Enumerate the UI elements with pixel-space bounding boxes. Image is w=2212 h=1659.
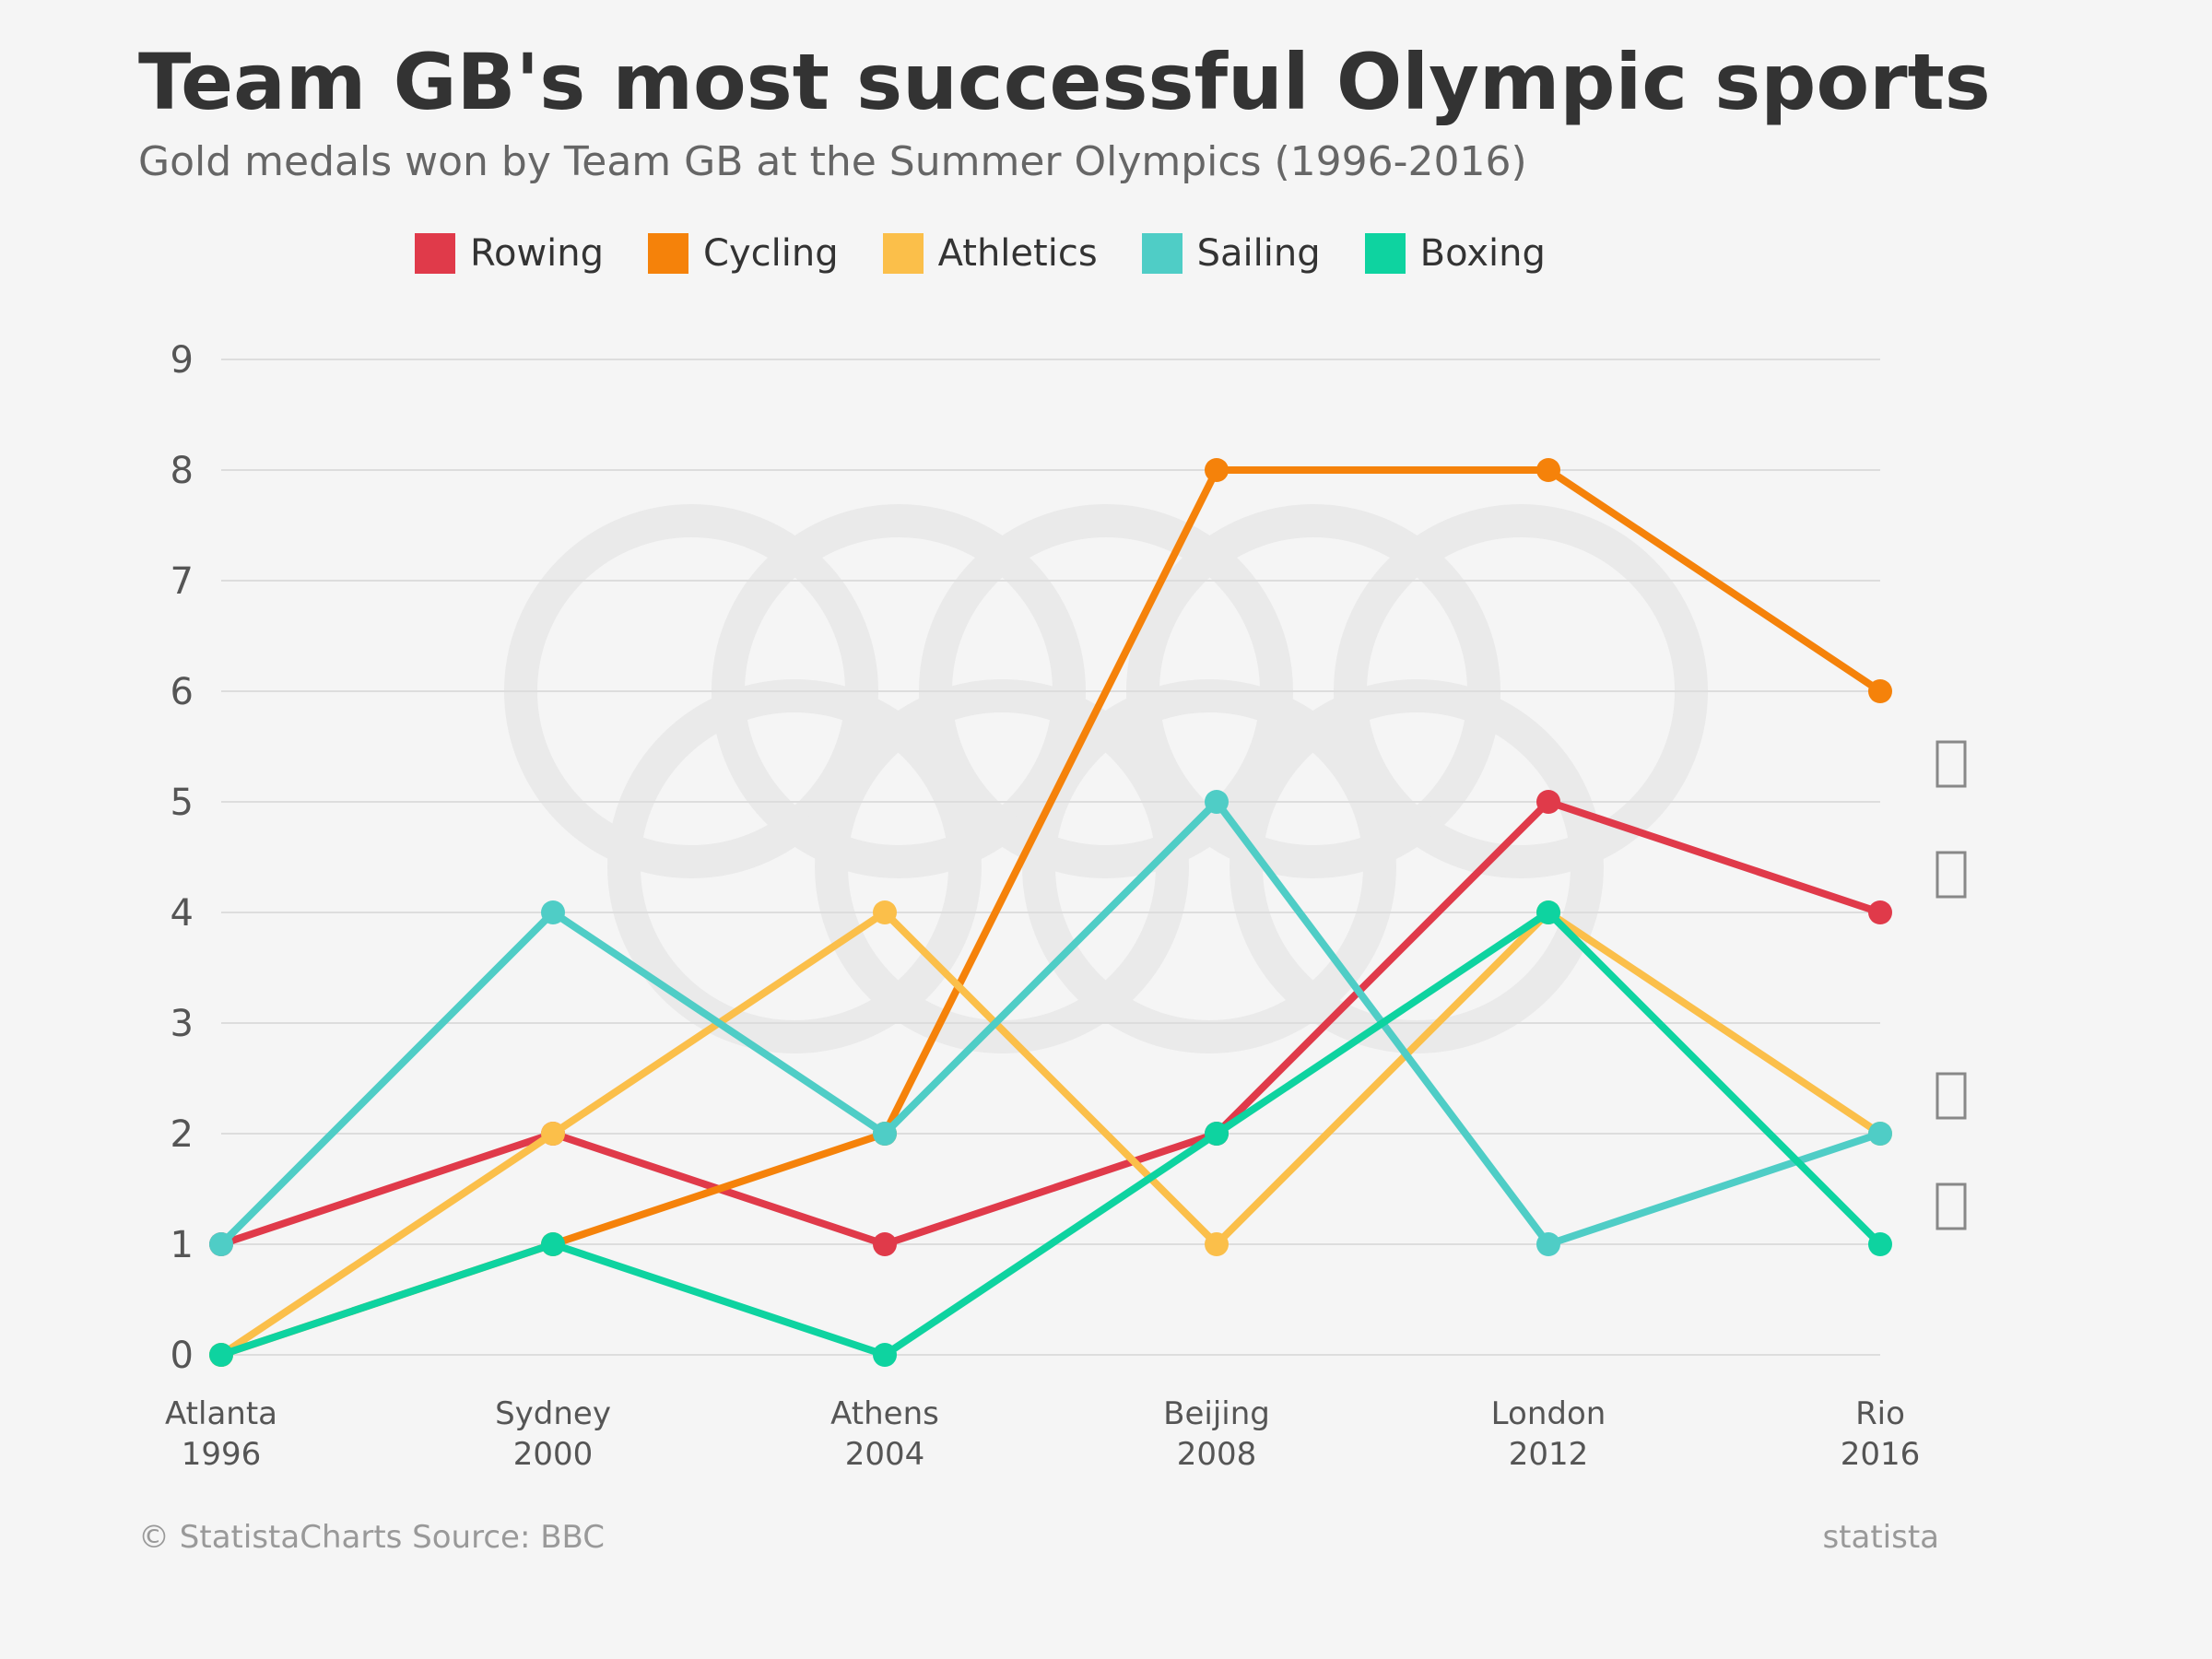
series-line-athletics	[218, 909, 1884, 1359]
x-tick-label: Athens	[830, 1395, 939, 1432]
x-tick-label: Beijing	[1163, 1395, 1270, 1432]
y-tick-label: 0	[171, 1335, 194, 1377]
series-line-boxing	[218, 909, 1884, 1359]
legend-swatch-cycling	[648, 233, 689, 274]
olympic-rings-icon	[504, 504, 1708, 1053]
brand-label: statista	[1822, 1519, 1939, 1556]
boxing-icon	[1936, 1182, 1967, 1230]
x-tick-label: 2000	[513, 1436, 594, 1473]
sailing-icon	[1936, 1072, 1967, 1120]
data-point-sailing	[209, 1232, 233, 1256]
legend-label-cycling: Cycling	[703, 232, 839, 275]
data-point-boxing	[209, 1343, 233, 1367]
y-tick-label: 3	[171, 1003, 194, 1045]
legend-swatch-rowing	[415, 233, 455, 274]
x-tick-label: 2004	[845, 1436, 925, 1473]
x-tick-label: Sydney	[495, 1395, 611, 1432]
y-tick-label: 1	[171, 1224, 194, 1266]
rowing-icon	[1936, 851, 1967, 899]
legend-swatch-athletics	[882, 233, 924, 274]
data-point-cycling	[1205, 458, 1229, 482]
y-tick-label: 6	[171, 671, 194, 713]
data-point-sailing	[541, 900, 565, 924]
series-line-rowing	[218, 798, 1884, 1248]
data-point-boxing	[873, 1343, 897, 1367]
data-point-athletics	[1205, 1232, 1229, 1256]
data-point-cycling	[1536, 458, 1560, 482]
data-point-sailing	[1536, 1232, 1560, 1256]
x-tick-label: Rio	[1855, 1395, 1905, 1432]
chart-legend: Rowing Cycling Athletics Sailing Boxing	[415, 232, 1590, 275]
olympic-ring	[1230, 679, 1604, 1053]
data-point-boxing	[1205, 1122, 1229, 1146]
legend-swatch-sailing	[1141, 233, 1182, 274]
legend-item-athletics: Athletics	[882, 232, 1098, 275]
chart-title: Team GB's most successful Olympic sports	[138, 37, 1991, 127]
data-point-boxing	[1868, 1232, 1892, 1256]
chart-subtitle: Gold medals won by Team GB at the Summer…	[138, 138, 1527, 185]
data-point-athletics	[541, 1122, 565, 1146]
legend-label-rowing: Rowing	[470, 232, 605, 275]
y-tick-label: 4	[171, 892, 194, 935]
y-tick-label: 8	[171, 450, 194, 492]
rowing-icon	[1936, 740, 1967, 788]
x-tick-label: 2012	[1509, 1436, 1589, 1473]
olympic-ring	[607, 679, 982, 1053]
data-point-boxing	[541, 1232, 565, 1256]
data-point-sailing	[1205, 790, 1229, 814]
legend-item-sailing: Sailing	[1141, 232, 1321, 275]
y-tick-label: 5	[171, 782, 194, 824]
y-tick-label: 9	[171, 339, 194, 382]
data-point-sailing	[1868, 1122, 1892, 1146]
legend-item-boxing: Boxing	[1364, 232, 1546, 275]
legend-item-cycling: Cycling	[648, 232, 839, 275]
olympic-ring	[815, 679, 1189, 1053]
legend-label-sailing: Sailing	[1196, 232, 1321, 275]
data-point-rowing	[1536, 790, 1560, 814]
x-tick-label: Atlanta	[165, 1395, 277, 1432]
x-tick-label: London	[1491, 1395, 1606, 1432]
x-tick-label: 2016	[1841, 1436, 1921, 1473]
y-tick-label: 2	[171, 1113, 194, 1156]
olympic-ring	[1022, 679, 1396, 1053]
y-tick-label: 7	[171, 560, 194, 603]
x-tick-label: 2008	[1177, 1436, 1257, 1473]
x-tick-label: 1996	[182, 1436, 262, 1473]
data-point-cycling	[1868, 679, 1892, 703]
series-line-sailing	[218, 798, 1884, 1248]
legend-item-rowing: Rowing	[415, 232, 604, 275]
source-note: © StatistaCharts Source: BBC	[138, 1519, 605, 1556]
data-point-rowing	[1868, 900, 1892, 924]
data-point-athletics	[873, 900, 897, 924]
data-point-sailing	[873, 1122, 897, 1146]
data-point-boxing	[1536, 900, 1560, 924]
legend-swatch-boxing	[1364, 233, 1406, 274]
legend-label-boxing: Boxing	[1419, 232, 1546, 275]
legend-label-athletics: Athletics	[937, 232, 1098, 275]
data-point-rowing	[873, 1232, 897, 1256]
